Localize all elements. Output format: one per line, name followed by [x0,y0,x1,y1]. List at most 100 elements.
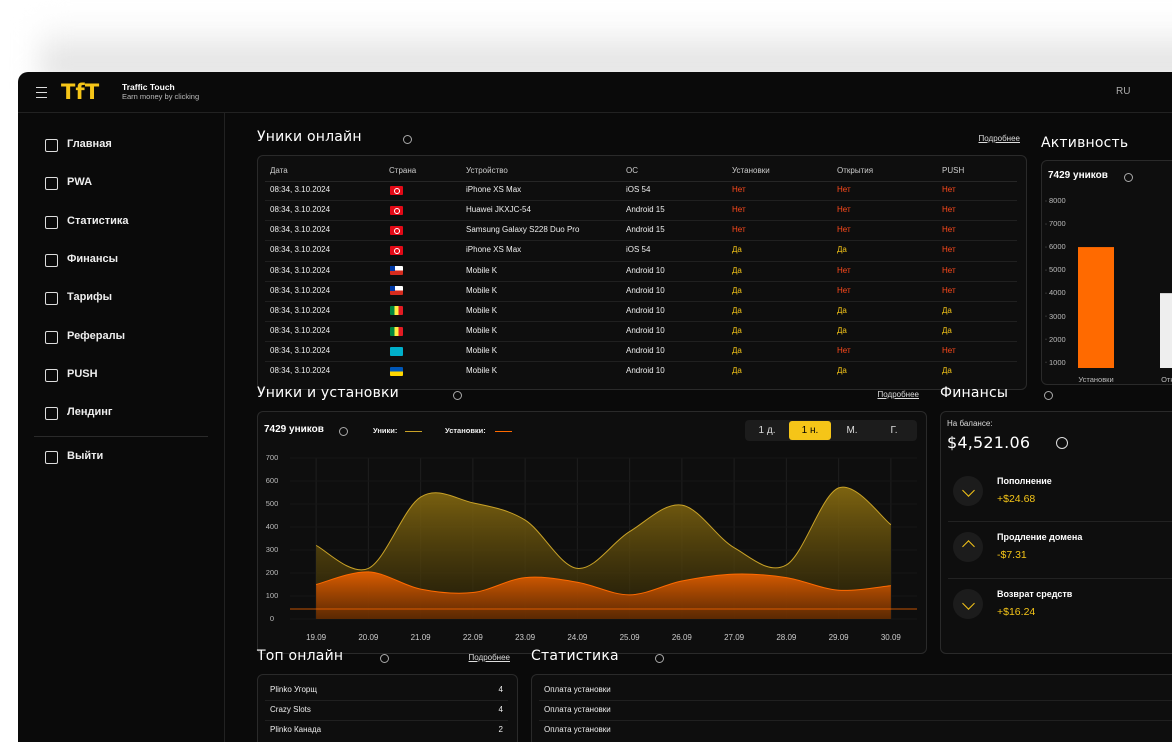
table-cell: 08:34, 3.10.2024 [270,225,331,235]
table-cell: 08:34, 3.10.2024 [270,185,331,195]
table-cell: Нет [942,346,956,356]
menu-item[interactable]: Главная [67,138,112,151]
menu-icon [45,177,58,190]
flag-mark [390,266,395,271]
logout[interactable]: Выйти [67,450,104,463]
period-button[interactable]: Г. [890,424,898,436]
bar [1078,247,1114,368]
clock-icon [1056,437,1068,449]
finance-label: Возврат средств [997,589,1073,600]
table-cell: 08:34, 3.10.2024 [270,366,331,376]
menu-item[interactable]: Тарифы [67,291,113,304]
x-tick-label: 23.09 [515,633,536,643]
x-tick-label: 26.09 [671,633,692,643]
menu-icon [45,254,58,267]
table-cell: Android 10 [626,305,665,315]
menu-item[interactable]: Лендинг [67,406,113,419]
more-link[interactable]: Подробнее [978,134,1021,144]
flag [390,326,403,336]
table-cell: Нет [732,185,746,195]
x-tick-label: 29.09 [828,633,849,643]
period-button[interactable]: 1 д. [758,424,776,436]
menu-item[interactable]: Финансы [67,253,119,266]
section-title: Топ онлайн [257,648,344,665]
column-header[interactable]: ОС [626,166,638,176]
y-tick-label: 1000 [1049,357,1066,367]
table-cell: Нет [942,245,956,255]
legend-label: Установки: [445,426,486,436]
table-cell: 08:34, 3.10.2024 [270,326,331,336]
menu-item[interactable]: PUSH [67,368,98,381]
table-cell: Да [837,326,847,336]
flag [390,306,403,316]
column-header[interactable]: Страна [389,166,417,176]
x-tick-label: Установки [1078,375,1114,385]
sidebar-border [224,112,225,742]
table-cell: Mobile K [466,326,498,336]
finance-amount: +$16.24 [997,606,1036,619]
table-cell: Оплата установки [544,685,611,695]
tagline: Earn money by clicking [122,92,200,102]
flag-mark [394,248,400,255]
column-header[interactable]: Устройство [466,166,508,176]
menu-item[interactable]: Статистика [67,215,129,228]
x-tick-label: 22.09 [462,633,483,643]
info-icon [655,654,664,663]
finance-amount: -$7.31 [997,549,1027,562]
table-cell: Mobile K [466,305,498,315]
info-icon [380,654,389,663]
flag-mark [394,188,400,194]
row-divider [539,700,1172,701]
flag [390,266,403,276]
table-cell: 08:34, 3.10.2024 [270,205,331,215]
table-cell: Plinko Угорщ [270,685,317,695]
info-icon [1124,173,1133,182]
more-link[interactable]: Подробнее [468,653,511,663]
finance-icon [953,532,983,562]
menu-icon [45,139,58,152]
table-cell: Android 10 [626,366,665,376]
period-button[interactable]: 1 н. [801,424,819,436]
column-header[interactable]: PUSH [942,166,965,176]
finance-amount: +$24.68 [997,493,1036,506]
row-divider [265,700,508,701]
table-cell: 08:34, 3.10.2024 [270,305,331,315]
info-icon [453,391,462,400]
table-cell: Да [732,305,742,315]
line [315,486,892,571]
menu-icon-line [36,92,47,94]
table-divider [265,181,1017,182]
balance-label: На балансе: [947,419,993,429]
table-cell: Нет [732,225,746,235]
section-title: Финансы [940,385,1009,402]
brand: Traffic Touch [122,81,175,92]
row-divider [539,720,1172,721]
flag-mark [394,208,400,215]
table-cell: Android 10 [626,326,665,336]
language[interactable]: RU [1116,85,1131,97]
table-cell: Нет [942,185,956,195]
table-cell: 08:34, 3.10.2024 [270,285,331,295]
menu-item[interactable]: Рефералы [67,330,125,343]
menu-item[interactable]: PWA [67,176,93,189]
table-cell: Нет [837,346,851,356]
table-cell: Android 10 [626,285,665,295]
column-header[interactable]: Дата [270,166,288,176]
table-cell: Android 15 [626,205,665,215]
period-button[interactable]: М. [846,424,858,436]
shadow [40,20,1172,80]
table-cell: Нет [837,265,851,275]
row-divider [265,300,1017,302]
column-header[interactable]: Открытия [837,166,874,176]
column-header[interactable]: Установки [732,166,770,176]
x-tick-label: Открытия [1161,375,1172,385]
flag-mark [394,228,400,235]
x-tick-label: 27.09 [724,633,745,643]
table-cell: Нет [942,205,956,215]
table-cell: 4 [498,705,503,715]
table-cell: 08:34, 3.10.2024 [270,265,331,275]
more-link[interactable]: Подробнее [877,390,920,400]
panel [257,155,1027,390]
table-cell: Mobile K [466,366,498,376]
table-cell: Нет [837,185,851,195]
